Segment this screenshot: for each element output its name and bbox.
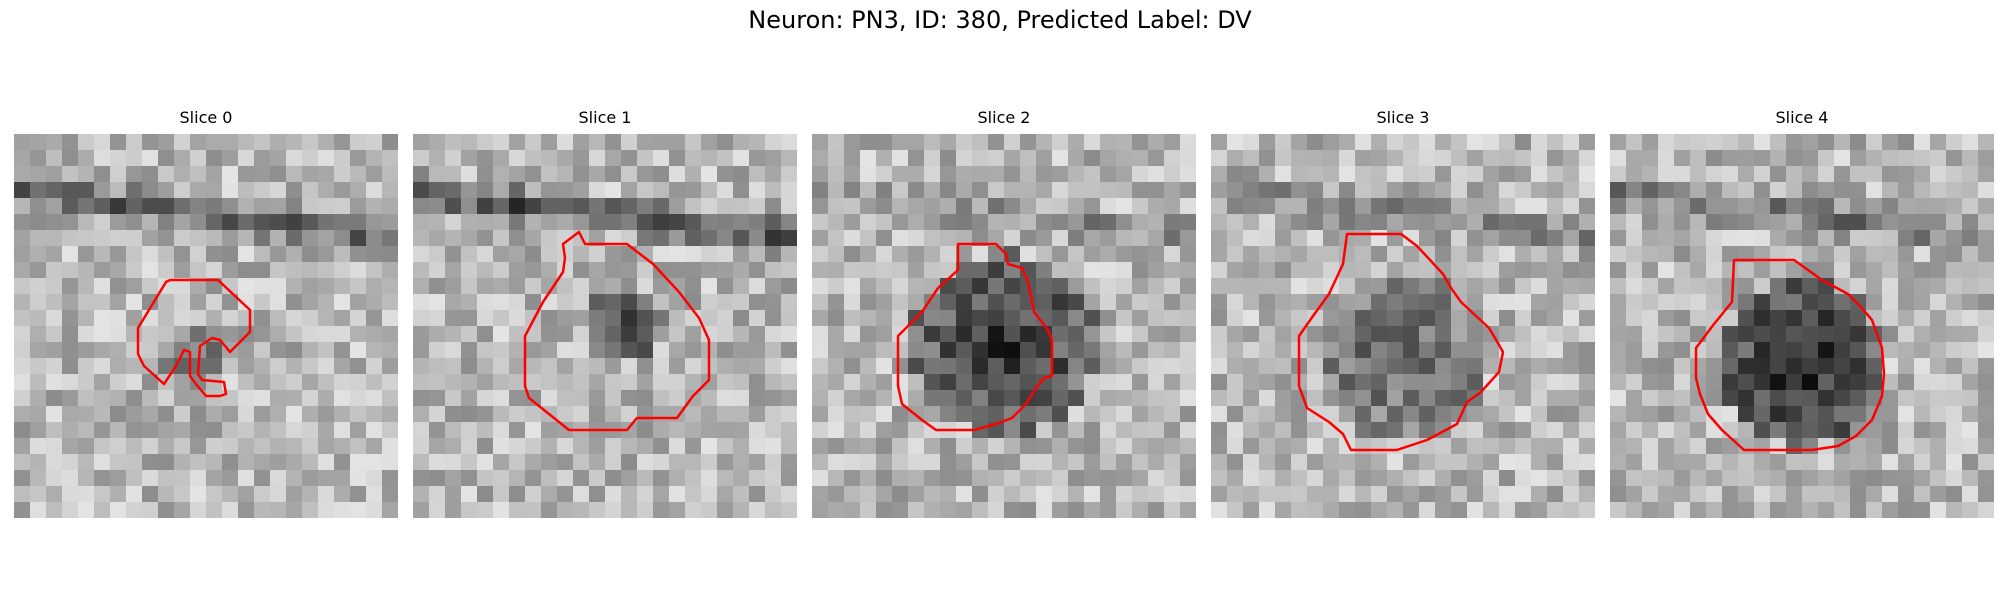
slice-panel-4: Slice 4 [1610,104,1994,524]
slice-title-2: Slice 2 [977,108,1031,127]
slice-image-0 [14,134,398,518]
grayscale-microscopy-image [413,134,797,518]
slice-panel-2: Slice 2 [812,104,1196,524]
segmentation-contour [1694,258,1886,452]
slice-title-3: Slice 3 [1376,108,1430,127]
slice-panel-1: Slice 1 [413,104,797,524]
grayscale-microscopy-image [14,134,398,518]
segmentation-contour [523,230,711,432]
segmentation-contour [1297,232,1505,452]
slice-title-1: Slice 1 [578,108,632,127]
slice-image-4 [1610,134,1994,518]
grayscale-microscopy-image [812,134,1196,518]
slice-title-0: Slice 0 [179,108,233,127]
figure-title: Neuron: PN3, ID: 380, Predicted Label: D… [748,6,1252,34]
slice-image-3 [1211,134,1595,518]
slice-panel-3: Slice 3 [1211,104,1595,524]
slice-title-4: Slice 4 [1775,108,1829,127]
grayscale-microscopy-image [1211,134,1595,518]
grayscale-microscopy-image [1610,134,1994,518]
segmentation-contour [136,278,252,398]
slice-image-1 [413,134,797,518]
slice-image-2 [812,134,1196,518]
segmentation-contour [896,242,1054,432]
slice-panel-0: Slice 0 [14,104,398,524]
